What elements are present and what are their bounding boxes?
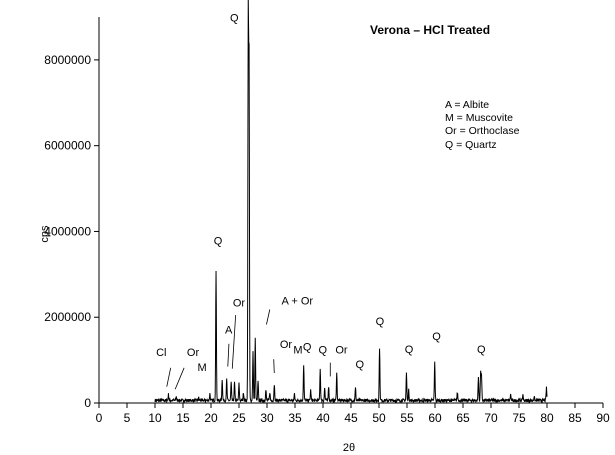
peak-label: M [198,362,207,374]
legend-entry-orthoclase: Or = Orthoclase [445,125,520,137]
x-axis-title: 2θ [343,442,355,454]
axes [98,17,603,404]
leader-line [166,367,172,387]
x-tick-label: 55 [400,411,414,425]
peak-label: Q [405,344,414,356]
ticks: 0 5 10 15 20 25 30 35 40 45 50 55 60 65 70 75 80 85 90 0 200… [44,53,610,425]
legend: A = Albite M = Muscovite Or = Orthoclase… [445,99,520,151]
diffraction-trace [154,0,548,404]
x-tick-label: 35 [288,411,302,425]
x-tick-label: 30 [260,411,274,425]
x-tick-label: 50 [372,411,386,425]
leader-line [266,309,271,325]
y-tick-label: 0 [84,396,91,410]
x-tick-label: 20 [204,411,218,425]
y-tick-label: 2000000 [44,310,91,324]
legend-entry-muscovite: M = Muscovite [445,112,513,124]
peak-label: A [225,325,233,337]
x-tick-label: 85 [568,411,582,425]
peak-label: Or [280,339,293,351]
x-tick-label: 80 [540,411,554,425]
chart-title: Verona – HCl Treated [370,23,490,37]
leader-line [174,367,185,390]
peak-label: Q [477,344,486,356]
x-tick-label: 15 [176,411,190,425]
peak-label: A + Or [282,295,314,307]
peak-label: Q [355,359,364,371]
x-tick-label: 60 [428,411,442,425]
x-tick-label: 90 [596,411,610,425]
leader-line [273,359,275,373]
peak-label: Cl [156,347,166,359]
x-tick-label: 10 [148,411,162,425]
peak-label: Or [233,298,246,310]
y-tick-label: 8000000 [44,53,91,67]
peak-label: Or [335,345,348,357]
legend-entry-quartz: Q = Quartz [445,139,497,151]
y-tick-label: 6000000 [44,139,91,153]
peak-label: Q [230,12,239,24]
peak-label: Q [432,331,441,343]
peak-label: M [293,345,302,357]
peak-label: Q [214,235,223,247]
x-tick-label: 75 [512,411,526,425]
peak-label: Or [187,347,200,359]
x-tick-label: 0 [96,411,103,425]
peak-label: Q [319,345,328,357]
peak-label: Q [376,316,385,328]
x-tick-label: 45 [344,411,358,425]
x-tick-label: 5 [124,411,131,425]
legend-entry-albite: A = Albite [445,99,489,111]
x-tick-label: 70 [484,411,498,425]
leader-line [227,343,230,367]
x-tick-label: 25 [232,411,246,425]
y-axis-title: cps [39,225,51,243]
y-tick-label: 4000000 [44,224,91,238]
peak-label: Q [303,342,312,354]
x-tick-label: 40 [316,411,330,425]
x-tick-label: 65 [456,411,470,425]
series [154,0,548,404]
leader-line [231,315,237,369]
